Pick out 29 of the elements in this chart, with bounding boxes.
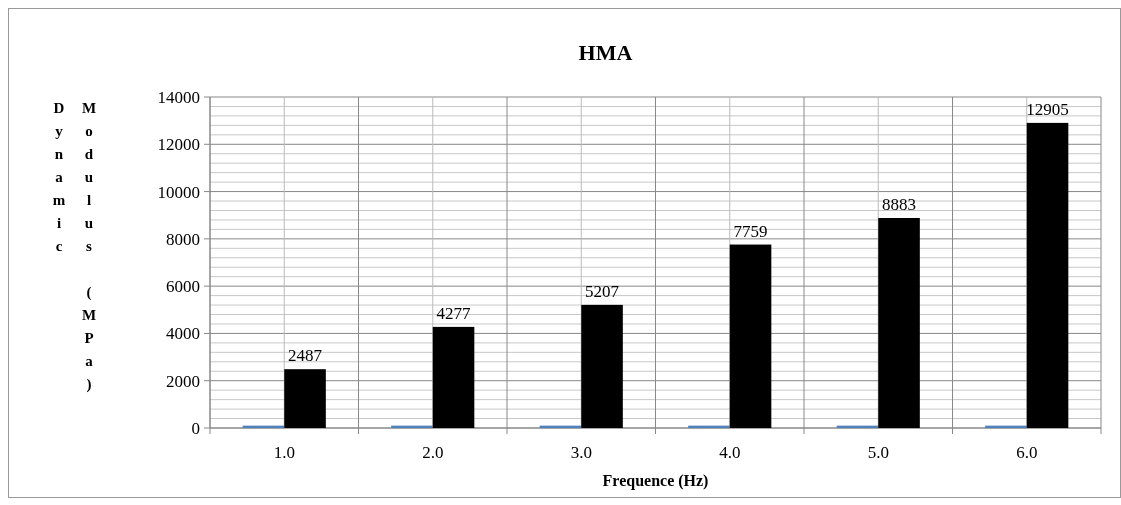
x-tick-label: 5.0 <box>867 443 889 462</box>
x-tick-label: 3.0 <box>570 443 592 462</box>
y-tick-label: 12000 <box>157 135 200 155</box>
x-tick-label: 2.0 <box>422 443 444 462</box>
y-tick-label: 4000 <box>166 324 200 344</box>
chart-title: HMA <box>578 40 633 65</box>
data-label: 7759 <box>733 221 768 241</box>
bar <box>729 244 772 428</box>
x-tick-label: 6.0 <box>1016 443 1038 462</box>
data-label: 5207 <box>585 281 620 301</box>
y-tick-label: 2000 <box>166 371 200 391</box>
y-tick-label: 10000 <box>157 182 200 202</box>
data-label: 4277 <box>436 303 472 323</box>
y-tick-label: 14000 <box>157 87 200 107</box>
bar <box>581 304 623 428</box>
y-tick-label: 0 <box>191 418 200 438</box>
data-label: 2487 <box>288 346 323 366</box>
x-tick-label: 1.0 <box>273 443 295 462</box>
x-tick-label: 4.0 <box>719 443 741 462</box>
data-label: 8883 <box>882 194 917 214</box>
y-axis-title: Dynamic Modulus (MPa) <box>50 100 98 401</box>
bar <box>1026 122 1069 428</box>
bar <box>284 369 326 428</box>
x-axis-title: Frequence (Hz) <box>602 472 709 490</box>
y-tick-label: 8000 <box>166 229 200 249</box>
bar <box>878 217 920 428</box>
data-label: 12905 <box>1026 99 1069 119</box>
y-tick-label: 6000 <box>166 277 200 297</box>
bar <box>432 326 475 428</box>
